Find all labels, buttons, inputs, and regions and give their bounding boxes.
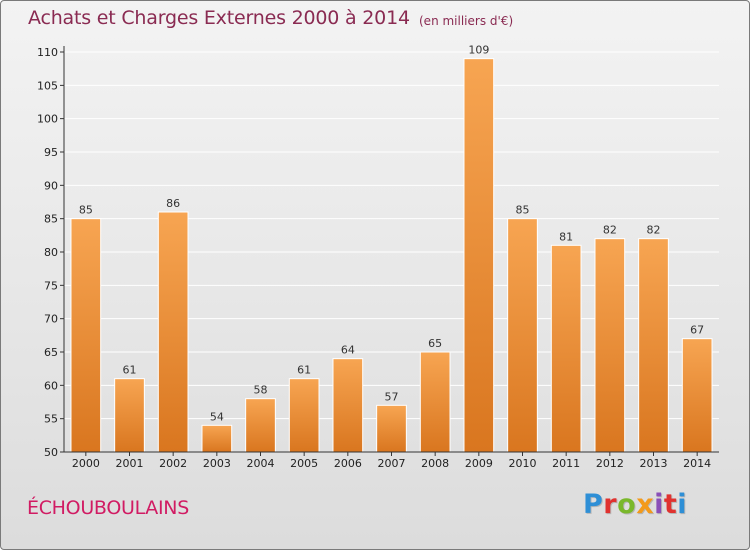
y-tick-label: 60 [44, 379, 58, 392]
x-tick-label: 2002 [159, 457, 187, 470]
logo-letter: i [677, 489, 688, 520]
y-tick-label: 110 [37, 46, 58, 59]
x-tick-label: 2004 [247, 457, 275, 470]
data-label: 65 [428, 337, 442, 350]
bar-2014 [681, 338, 713, 453]
bar-2012 [594, 238, 626, 453]
logo-letter: o [617, 489, 637, 520]
commune-name: ÉCHOUBOULAINS [27, 497, 189, 519]
bar-2010 [507, 218, 538, 453]
bar-2002 [157, 211, 189, 453]
bar-2000 [70, 218, 102, 453]
y-tick-label: 95 [44, 146, 58, 159]
data-label: 57 [385, 390, 399, 403]
bar-2009 [463, 58, 495, 453]
y-tick-label: 80 [44, 246, 58, 259]
data-label: 109 [468, 44, 489, 57]
data-label: 86 [166, 197, 180, 210]
x-tick-label: 2007 [378, 457, 406, 470]
logo-letter: P [583, 489, 604, 520]
chart-title: Achats et Charges Externes 2000 à 2014 [28, 7, 410, 29]
y-tick-label: 105 [37, 79, 58, 92]
bar-2011 [550, 244, 582, 453]
logo-letter: t [663, 489, 678, 520]
x-tick-label: 2006 [334, 457, 362, 470]
data-label: 58 [254, 384, 268, 397]
x-tick-label: 2009 [465, 457, 493, 470]
data-label: 85 [79, 204, 93, 217]
proxiti-logo[interactable]: Proxiti [583, 489, 687, 520]
y-tick-label: 65 [44, 346, 58, 359]
x-tick-label: 2010 [509, 457, 537, 470]
data-label: 82 [603, 224, 617, 237]
x-tick-label: 2013 [640, 457, 668, 470]
bar-2004 [245, 398, 276, 453]
bar-2001 [114, 378, 145, 453]
y-tick-label: 75 [44, 279, 58, 292]
bar-2013 [638, 238, 669, 453]
data-label: 67 [690, 324, 704, 337]
x-tick-label: 2012 [596, 457, 624, 470]
data-label: 61 [297, 364, 311, 377]
data-label: 82 [647, 224, 661, 237]
bar-2005 [288, 378, 320, 453]
chart-subtitle: (en milliers d'€) [419, 14, 514, 28]
y-tick-label: 55 [44, 413, 58, 426]
logo-letter: r [603, 489, 618, 520]
logo-letter: x [636, 489, 655, 520]
logo-letter: i [654, 489, 664, 520]
x-tick-label: 2003 [203, 457, 231, 470]
y-tick-label: 100 [37, 113, 58, 126]
data-label: 54 [210, 410, 224, 423]
x-tick-label: 2001 [116, 457, 144, 470]
data-label: 85 [516, 204, 530, 217]
y-tick-label: 50 [44, 446, 58, 459]
data-label: 64 [341, 344, 355, 357]
bar-2007 [376, 404, 407, 453]
bar-2008 [419, 351, 451, 453]
x-tick-label: 2011 [552, 457, 580, 470]
y-tick-label: 85 [44, 213, 58, 226]
bar-2006 [332, 358, 364, 453]
x-tick-label: 2000 [72, 457, 100, 470]
y-tick-label: 70 [44, 313, 58, 326]
bar-2003 [201, 424, 233, 453]
data-label: 61 [123, 364, 137, 377]
data-label: 81 [559, 230, 573, 243]
x-tick-label: 2005 [290, 457, 318, 470]
x-tick-label: 2008 [421, 457, 449, 470]
x-tick-label: 2014 [683, 457, 711, 470]
y-tick-label: 90 [44, 179, 58, 192]
